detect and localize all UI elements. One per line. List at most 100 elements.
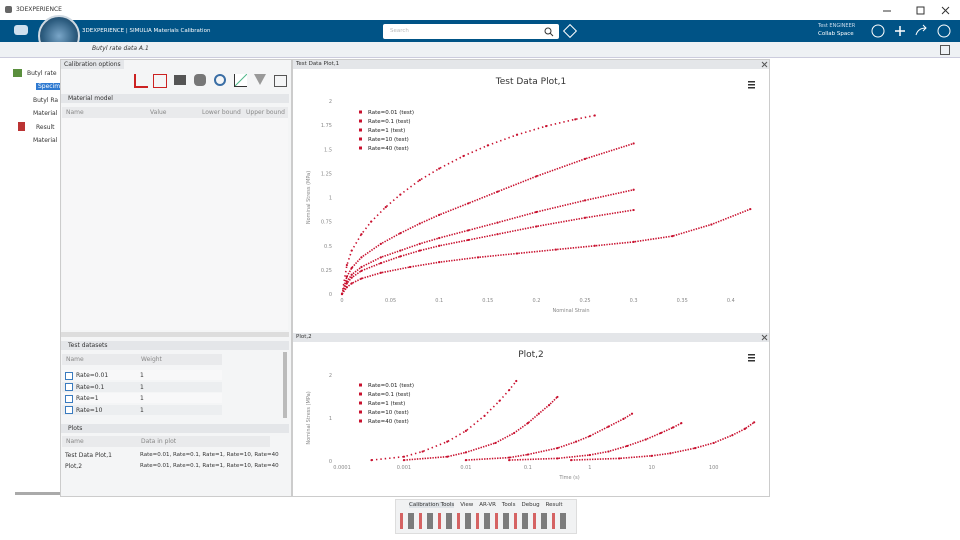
table-cell[interactable]: 1 xyxy=(140,395,144,402)
tree-item[interactable]: Butyl rate xyxy=(27,70,57,77)
search-icon[interactable] xyxy=(543,26,555,38)
document-tab[interactable]: Butyl rate data A.1 xyxy=(92,45,149,52)
checkbox[interactable] xyxy=(65,406,73,414)
data-point xyxy=(554,248,557,251)
table-cell[interactable]: Rate=0.01, Rate=0.1, Rate=1, Rate=10, Ra… xyxy=(140,463,279,469)
tool-icon[interactable] xyxy=(214,74,226,86)
panel-tab[interactable]: Plot,2 xyxy=(296,334,312,340)
close-panel[interactable] xyxy=(760,333,769,342)
menu-icon[interactable] xyxy=(748,357,755,359)
toolbar-tab[interactable]: Result xyxy=(545,502,563,508)
menu-icon[interactable] xyxy=(748,354,755,356)
data-point xyxy=(438,236,441,240)
profile-icon[interactable] xyxy=(871,24,885,38)
tree-pane xyxy=(8,60,60,495)
search-box[interactable] xyxy=(383,24,559,39)
menu-icon[interactable] xyxy=(748,87,755,89)
toolbar-tab[interactable]: Calibration Tools xyxy=(409,502,455,508)
table-cell[interactable]: Plot,2 xyxy=(65,463,83,470)
collab-space[interactable]: Collab Space xyxy=(818,31,854,37)
toolbar-tab[interactable]: Tools xyxy=(501,502,516,508)
data-point xyxy=(345,282,348,285)
tool-icon[interactable] xyxy=(254,74,266,85)
checkbox[interactable] xyxy=(65,383,73,391)
data-point xyxy=(574,440,578,443)
table-header xyxy=(62,354,222,365)
data-point xyxy=(402,455,406,458)
toolbar-tab[interactable]: AR-VR xyxy=(479,502,496,508)
series-line xyxy=(341,209,634,295)
data-point xyxy=(625,444,629,448)
checkbox[interactable] xyxy=(65,371,73,380)
x-tick-label: 0.35 xyxy=(677,298,688,304)
x-tick-label: 0.0001 xyxy=(333,465,351,471)
table-cell[interactable]: 1 xyxy=(140,383,144,391)
data-point xyxy=(340,292,344,296)
y-tick-label: 2 xyxy=(329,373,332,379)
table-cell[interactable]: Test Data Plot,1 xyxy=(65,452,112,459)
scrollbar[interactable] xyxy=(283,352,287,418)
x-tick-label: 10 xyxy=(649,465,655,471)
tree-item[interactable]: Butyl Ra xyxy=(33,97,59,104)
row-bg xyxy=(62,404,222,415)
tool-icon[interactable] xyxy=(174,75,186,85)
tree-item-selected[interactable]: Specimens xyxy=(36,83,73,90)
share-icon[interactable] xyxy=(915,24,927,36)
data-point xyxy=(408,265,412,269)
tree-item[interactable]: Result xyxy=(36,124,55,131)
toolbar-tab[interactable]: View xyxy=(460,502,474,508)
data-point xyxy=(467,202,470,205)
table-cell[interactable]: Rate=0.01 xyxy=(76,372,109,379)
tree-item[interactable]: Material xyxy=(33,110,58,117)
table-cell[interactable]: Rate=0.01, Rate=0.1, Rate=1, Rate=10, Ra… xyxy=(140,452,279,458)
data-point xyxy=(399,193,402,196)
tree-item[interactable]: Material xyxy=(33,137,58,144)
data-point xyxy=(438,244,441,247)
series-line xyxy=(571,421,755,461)
data-point xyxy=(671,235,674,238)
data-point xyxy=(379,242,382,245)
menu-icon[interactable] xyxy=(748,81,755,83)
section-title: Plots xyxy=(68,425,83,432)
y-tick-label: 0 xyxy=(329,459,332,465)
expand-icon[interactable] xyxy=(940,45,950,55)
table-cell[interactable]: 1 xyxy=(140,406,144,414)
data-point xyxy=(464,451,467,454)
tool-icon[interactable] xyxy=(153,74,167,88)
app-icon xyxy=(5,6,12,13)
tool-icon[interactable] xyxy=(194,74,206,86)
panel-tab[interactable]: Calibration options xyxy=(61,60,124,69)
table-cell[interactable]: Rate=0.1 xyxy=(76,383,105,391)
chart-title: Test Data Plot,1 xyxy=(495,77,566,87)
table-cell[interactable]: Rate=1 xyxy=(76,395,99,402)
scrollbar[interactable] xyxy=(15,492,60,495)
close-panel[interactable] xyxy=(760,60,769,69)
data-point xyxy=(438,167,441,170)
legend-marker xyxy=(359,119,362,123)
data-point xyxy=(712,441,715,445)
checkbox[interactable] xyxy=(65,394,73,403)
data-point xyxy=(384,206,387,209)
x-tick-label: 0.01 xyxy=(460,465,471,471)
data-point xyxy=(483,414,486,417)
y-tick-label: 1.75 xyxy=(321,123,332,129)
tool-icon[interactable] xyxy=(134,74,148,88)
legend-marker xyxy=(359,401,362,405)
panel-tab[interactable]: Test Data Plot,1 xyxy=(296,61,340,67)
add-icon[interactable] xyxy=(895,26,905,36)
maximize[interactable] xyxy=(916,6,925,15)
menu-icon[interactable] xyxy=(748,84,755,86)
data-point xyxy=(379,262,382,265)
help-icon[interactable] xyxy=(937,24,951,38)
toolbar-tab[interactable]: Debug xyxy=(521,502,540,508)
table-cell[interactable]: 1 xyxy=(140,372,144,379)
menu-icon[interactable] xyxy=(748,360,755,362)
data-point xyxy=(467,238,470,242)
tool-icon[interactable] xyxy=(234,74,247,87)
data-point xyxy=(593,114,596,117)
tool-icon[interactable] xyxy=(274,75,287,87)
splitter[interactable] xyxy=(61,332,289,337)
table-cell[interactable]: Rate=10 xyxy=(76,406,103,414)
close[interactable] xyxy=(941,6,950,15)
data-point xyxy=(350,282,353,285)
